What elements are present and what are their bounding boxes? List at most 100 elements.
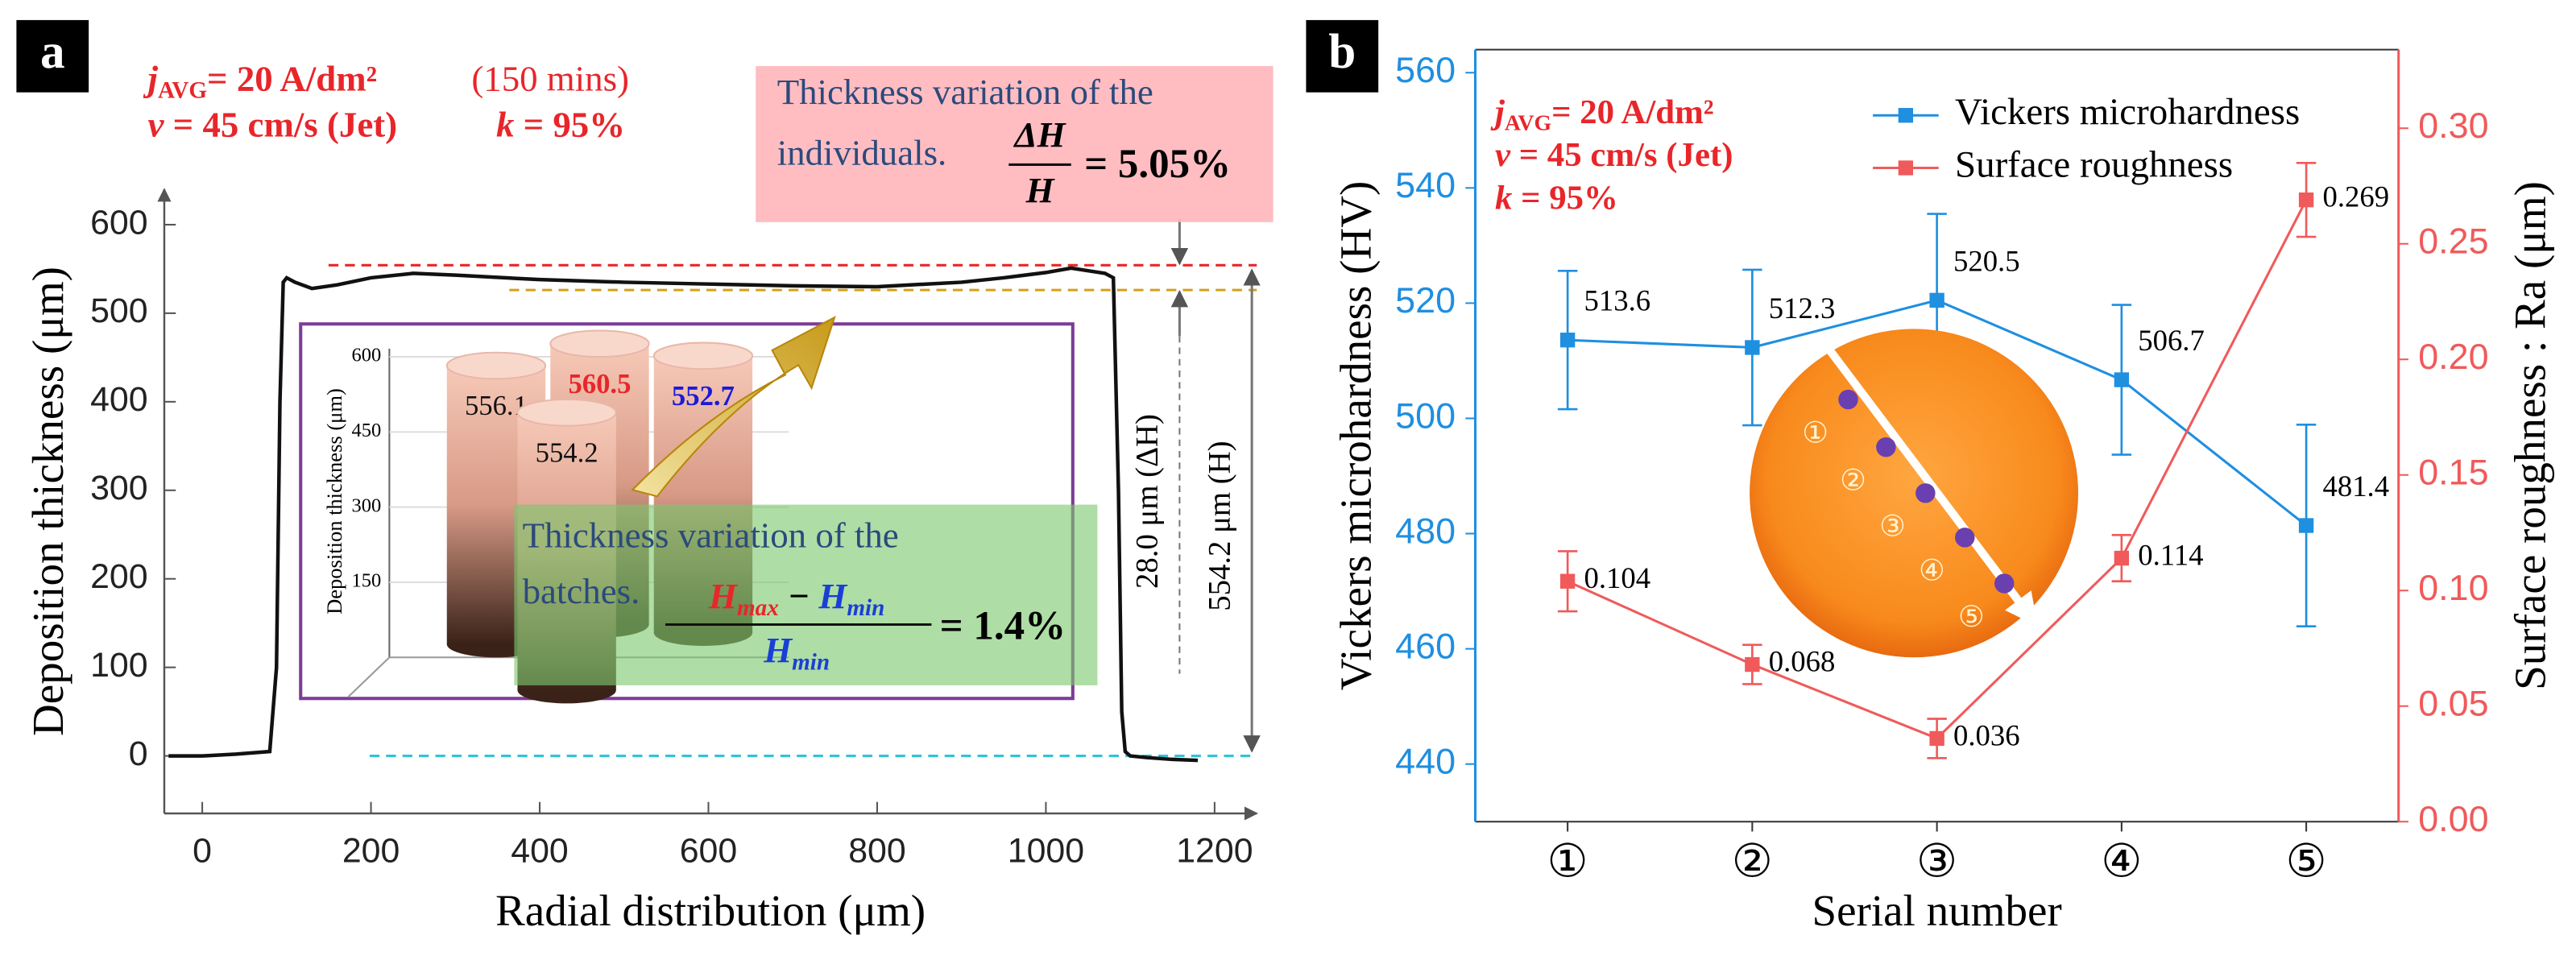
sample-point-label: ② (1840, 464, 1866, 497)
individual-note-box (756, 66, 1274, 222)
sample-point (1994, 573, 2015, 594)
sample-point-label: ⑤ (1958, 600, 1985, 633)
x-tick-label: ① (1547, 836, 1588, 887)
y-tick-label: 600 (90, 203, 147, 242)
y-tick-label: 460 (1395, 625, 1456, 666)
panel-label-box (16, 19, 89, 93)
text-segment: H (818, 576, 848, 616)
inset-y-axis-title: Deposition thickness (μm) (322, 388, 346, 614)
data-label: 520.5 (1953, 244, 2020, 277)
height-label: 554.2 μm (H) (1202, 441, 1236, 610)
x-tick-label: 600 (680, 831, 737, 870)
point (1745, 340, 1760, 355)
text-segment: = 95% (1512, 179, 1617, 217)
y2-tick-label: 0.15 (2418, 452, 2488, 493)
y-tick-label: 560 (1395, 49, 1456, 90)
text-segment: j (143, 59, 159, 99)
fraction-numerator: ΔH (1013, 114, 1067, 155)
sample-point (1915, 483, 1936, 503)
data-label: 0.269 (2323, 180, 2390, 213)
y2-tick-label: 0.20 (2418, 336, 2488, 377)
note-text: Thickness variation of the (777, 72, 1153, 112)
fraction-result: = 5.05% (1084, 142, 1231, 187)
cylinder-top (549, 329, 650, 358)
y-tick-label: 300 (90, 469, 147, 507)
y2-tick-label: 0.10 (2418, 567, 2488, 608)
sample-point (1838, 389, 1858, 410)
text-segment: − (779, 576, 819, 616)
text-segment: j (1490, 93, 1505, 131)
cylinder-label: 554.2 (536, 437, 598, 468)
x-tick-label: ④ (2101, 836, 2142, 887)
inset-floor (347, 656, 391, 697)
point (2114, 550, 2130, 566)
x-axis-title: Radial distribution (μm) (495, 886, 926, 935)
y-tick-label: 100 (90, 646, 147, 685)
delta-label: 28.0 μm (ΔH) (1130, 414, 1165, 589)
data-label: 513.6 (1584, 284, 1651, 317)
y-tick-label: 200 (90, 557, 147, 596)
text-segment: k (496, 105, 515, 145)
x-axis-title: Serial number (1812, 886, 2061, 935)
y-tick-label: 500 (1395, 395, 1456, 436)
note-text: batches. (523, 571, 640, 611)
point (2298, 518, 2314, 533)
y2-tick-label: 0.05 (2418, 683, 2488, 724)
fraction-numerator: Hmax − Hmin (708, 576, 884, 621)
note-text: Thickness variation of the (523, 515, 899, 556)
text-segment: = 20 A/dm² (1551, 93, 1713, 131)
legend-label: Surface roughness (1955, 143, 2233, 185)
text-segment: v (1495, 136, 1511, 174)
point (1929, 730, 1944, 747)
x-tick-label: 0 (193, 831, 212, 870)
text-segment: v (148, 105, 165, 145)
text-segment: = 45 cm/s (Jet) (164, 105, 397, 145)
y2-axis-title: Surface roughness : Ra (μm) (2506, 181, 2555, 690)
condition: v = 45 cm/s (Jet) (148, 105, 398, 145)
point (1929, 292, 1944, 308)
text-segment: H (708, 576, 739, 616)
text-segment: = 95% (514, 105, 625, 145)
y-tick-label: 540 (1395, 164, 1456, 205)
text-segment: AVG (158, 77, 207, 103)
condition: k = 95% (496, 105, 625, 145)
text-segment: max (737, 595, 779, 621)
thickness-line (168, 266, 1199, 763)
text-segment: AVG (1505, 111, 1551, 136)
data-label: 512.3 (1769, 292, 1836, 325)
x-tick-label: ② (1732, 836, 1773, 887)
point (2114, 372, 2130, 387)
sample-point (1955, 528, 1975, 548)
condition: jAVG= 20 A/dm² (1490, 93, 1714, 136)
text-segment: H (1025, 170, 1056, 210)
x-tick-label: ⑤ (2286, 836, 2327, 887)
condition: v = 45 cm/s (Jet) (1495, 136, 1733, 174)
text-segment: = 20 A/dm² (207, 59, 377, 99)
cylinder-label: 560.5 (568, 369, 631, 399)
sample-point-label: ③ (1879, 510, 1906, 543)
panel-label: b (1328, 24, 1356, 79)
x-tick-label: 800 (848, 831, 905, 870)
legend-marker (1898, 108, 1914, 123)
legend-label: Vickers microhardness (1955, 91, 2300, 133)
data-label: 0.114 (2138, 538, 2203, 571)
inset-y-tick-label: 300 (351, 494, 381, 516)
text-segment: H (763, 630, 793, 670)
fraction-denominator: Hmin (763, 630, 830, 675)
gold-arrow (631, 316, 836, 498)
y-tick-label: 500 (90, 292, 147, 330)
y2-tick-label: 0.00 (2418, 798, 2488, 839)
y-axis-title: Deposition thickness (μm) (23, 267, 72, 736)
legend-marker (1898, 160, 1914, 176)
x-tick-label: 1000 (1008, 831, 1084, 870)
sample-point (1876, 437, 1896, 457)
fraction-denominator: H (1025, 170, 1056, 210)
batch-note-box (514, 504, 1098, 685)
y2-tick-label: 0.25 (2418, 221, 2488, 262)
panel-label: a (40, 24, 65, 79)
panel-label-box (1306, 19, 1379, 93)
note-text: individuals. (777, 133, 947, 173)
data-label: 0.068 (1769, 644, 1836, 677)
x-tick-label: 200 (342, 831, 400, 870)
